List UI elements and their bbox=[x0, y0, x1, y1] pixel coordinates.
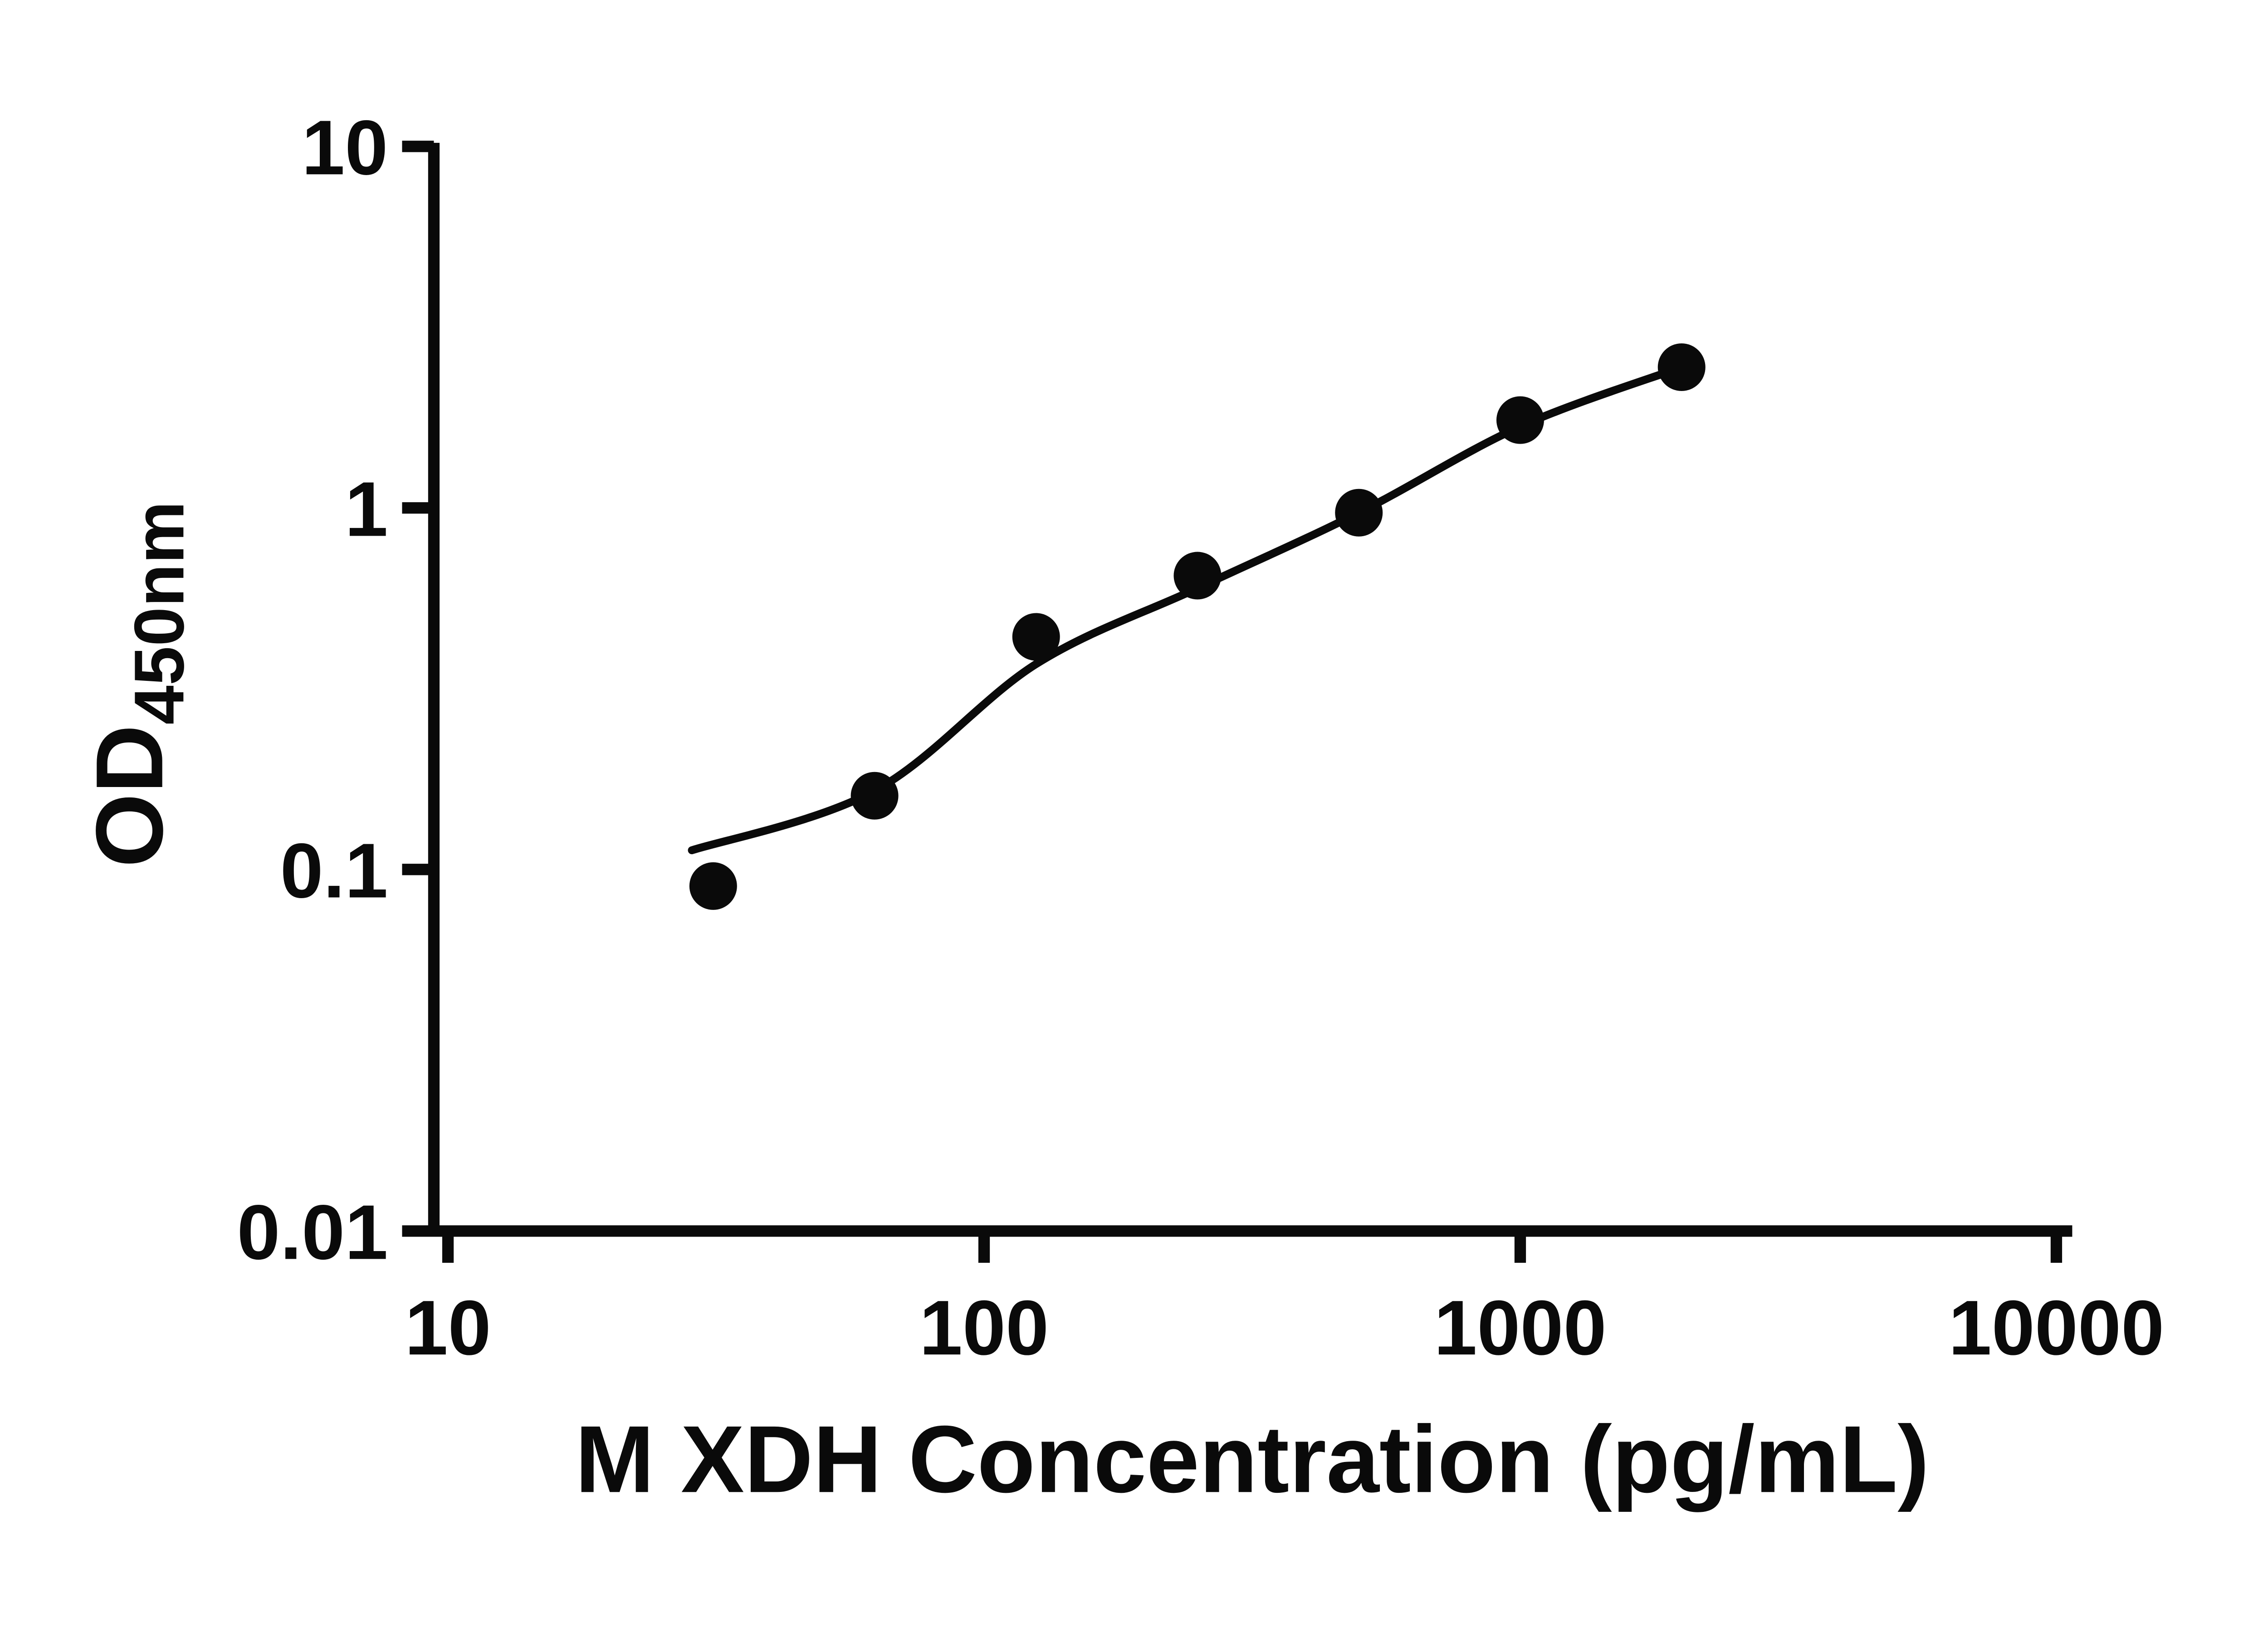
y-axis-ticks-group bbox=[402, 141, 434, 1237]
data-point bbox=[689, 862, 737, 910]
x-axis-tick-label: 10000 bbox=[1949, 1285, 2165, 1371]
axes-lines bbox=[428, 142, 2072, 1237]
y-axis-tick-label: 0.1 bbox=[280, 827, 388, 914]
elisa-standard-curve-svg: 10 1 0.1 0.01 10 100 1000 10000 M XDH Concentr… bbox=[76, 104, 2165, 1513]
data-points-group bbox=[689, 343, 1706, 910]
x-axis-tick-label: 1000 bbox=[1434, 1285, 1607, 1371]
y-axis-tick-labels-group: 10 1 0.1 0.01 bbox=[237, 104, 388, 1276]
data-point bbox=[1012, 613, 1060, 661]
y-axis-title: OD450nm bbox=[77, 501, 199, 868]
data-point bbox=[1657, 343, 1706, 391]
elisa-standard-curve-chart: 10 1 0.1 0.01 10 100 1000 10000 M XDH Concentr… bbox=[76, 104, 2165, 1513]
x-axis-tick-label: 100 bbox=[919, 1285, 1049, 1371]
x-axis-ticks-group bbox=[442, 1231, 2063, 1263]
y-axis-title-main: OD bbox=[77, 724, 183, 867]
data-point bbox=[1173, 552, 1222, 600]
y-axis-tick-label: 0.01 bbox=[237, 1189, 388, 1276]
y-axis-tick-label: 1 bbox=[345, 466, 388, 552]
data-point bbox=[1496, 396, 1544, 444]
y-axis-tick-label: 10 bbox=[302, 104, 388, 191]
x-axis-tick-labels-group: 10 100 1000 10000 bbox=[405, 1285, 2164, 1371]
x-axis-title: M XDH Concentration (pg/mL) bbox=[575, 1406, 1930, 1512]
y-axis-title-sub: 450nm bbox=[119, 501, 198, 725]
data-point bbox=[850, 772, 899, 820]
data-point bbox=[1335, 489, 1383, 537]
x-axis-tick-label: 10 bbox=[405, 1285, 491, 1371]
